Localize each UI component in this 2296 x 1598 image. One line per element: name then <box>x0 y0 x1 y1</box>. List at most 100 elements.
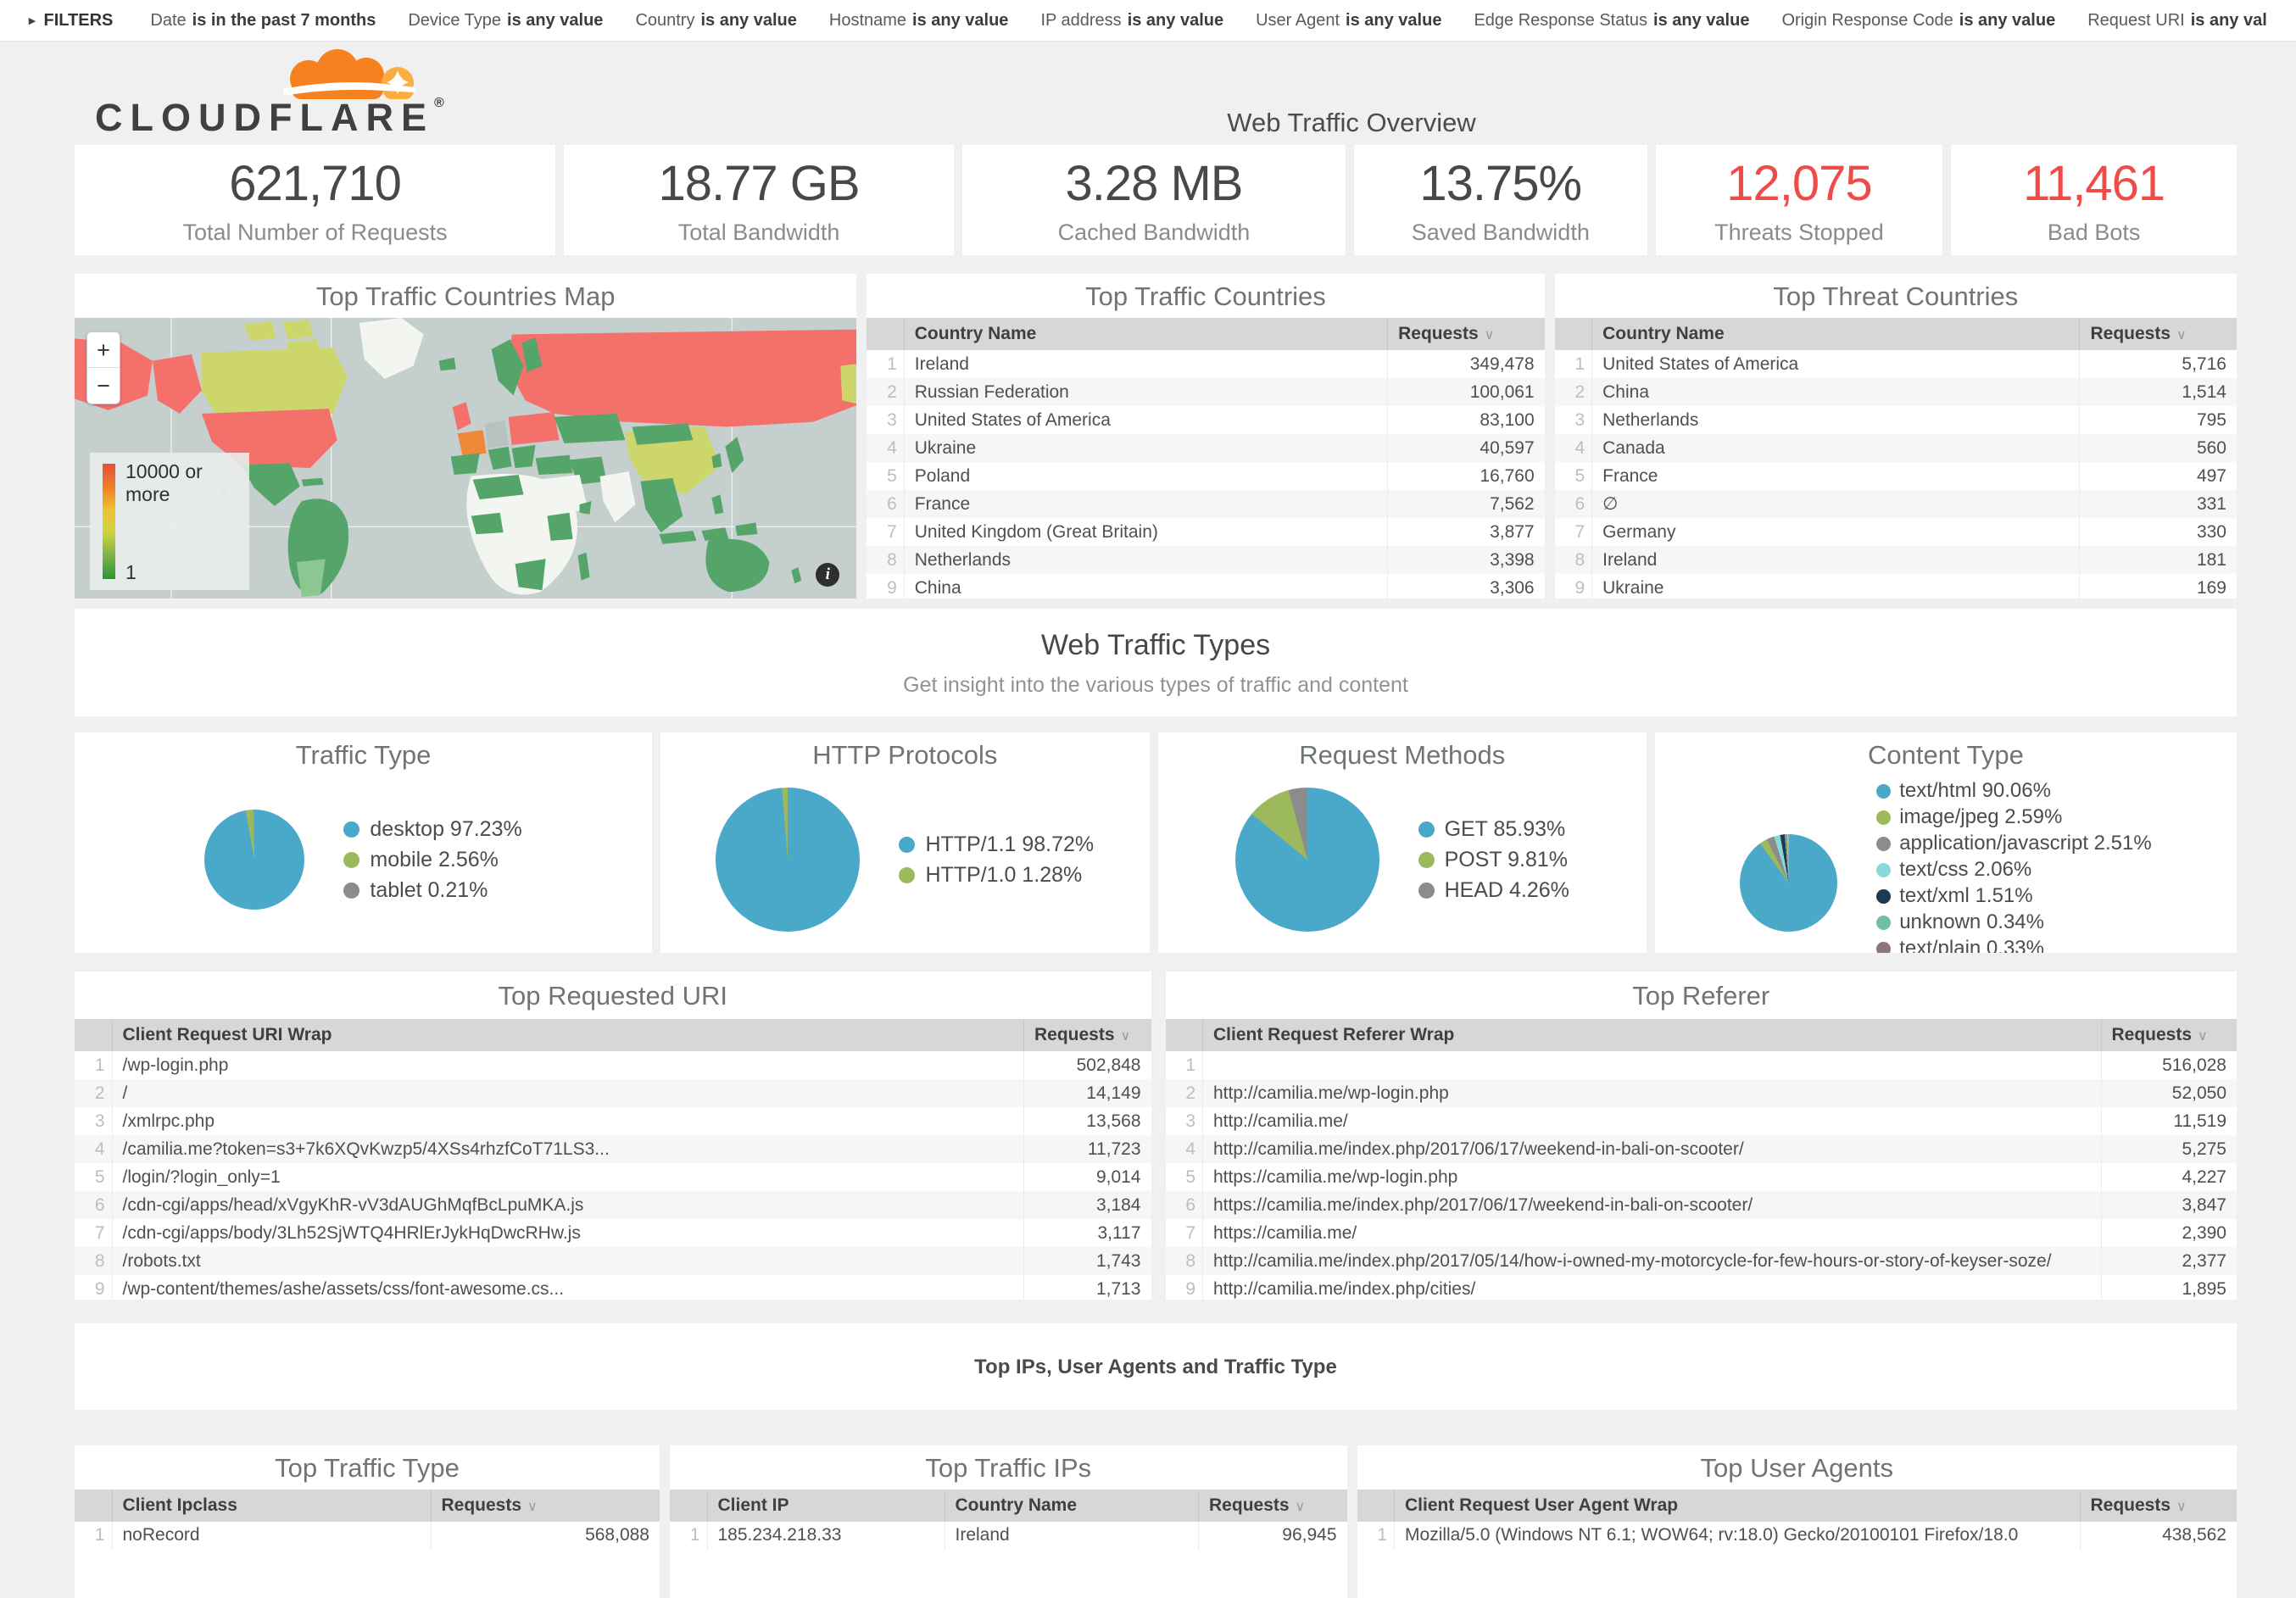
filter-item[interactable]: User Agent is any value <box>1256 10 1442 30</box>
legend-item[interactable]: HTTP/1.0 1.28% <box>899 863 1094 888</box>
request-methods-pie[interactable] <box>1234 788 1379 932</box>
legend-item[interactable]: GET 85.93% <box>1418 817 1569 842</box>
table-row[interactable]: 9 China 3,306 <box>867 574 1545 599</box>
table-row[interactable]: 3 United States of America 83,100 <box>867 406 1545 434</box>
table-row[interactable]: 6/cdn-cgi/apps/head/xVgyKhR-vV3dAUGhMqfB… <box>75 1191 1151 1219</box>
legend-item[interactable]: HTTP/1.1 98.72% <box>899 832 1094 857</box>
table-row[interactable]: 9 Ukraine 169 <box>1555 574 2237 599</box>
column-header[interactable]: Requests ∨ <box>1387 318 1545 350</box>
legend-item[interactable]: text/css 2.06% <box>1876 858 2152 882</box>
column-header[interactable]: Client Request Referer Wrap <box>1202 1019 2101 1051</box>
table-row[interactable]: 5 https://camilia.me/wp-login.php 4,227 <box>1166 1163 2237 1191</box>
table-row[interactable]: 2 /14,149 <box>75 1079 1151 1107</box>
legend-item[interactable]: image/jpeg 2.59% <box>1876 805 2152 829</box>
table-row[interactable]: 4 Canada 560 <box>1554 434 2237 462</box>
table-row[interactable]: 1/wp-login.php 502,848 <box>75 1051 1151 1079</box>
table-row[interactable]: 8 Ireland 181 <box>1554 546 2237 574</box>
row-number: 5 <box>1574 465 1585 486</box>
column-header[interactable]: Client Request URI Wrap <box>111 1019 1024 1051</box>
legend-item[interactable]: text/plain 0.33% <box>1876 937 2152 953</box>
table-row[interactable]: 3 http://camilia.me/11,519 <box>1166 1107 2237 1135</box>
traffic-map-card: Top Traffic Countries Map <box>75 274 857 599</box>
filter-item[interactable]: Date is in the past 7 months <box>150 10 376 30</box>
zoom-out-button[interactable]: − <box>87 368 120 404</box>
table-row[interactable]: 1 185.234.218.33 Ireland 96,945 <box>670 1521 1347 1550</box>
content-type-pie[interactable] <box>1740 834 1838 932</box>
table-row[interactable]: 8 http://camilia.me/index.php/2017/05/14/… <box>1165 1247 2237 1275</box>
legend-item[interactable]: desktop 97.23% <box>343 817 522 842</box>
column-header[interactable]: Requests ∨ <box>2079 1489 2237 1522</box>
page-title: Web Traffic Overview <box>1227 108 1476 137</box>
table-row[interactable]: 4 Ukraine 40,597 <box>867 434 1545 462</box>
column-header[interactable]: Client IP <box>706 1489 945 1522</box>
map-info-icon[interactable]: i <box>816 563 840 587</box>
table-row[interactable]: 7 United Kingdom (Great Britain) 3,877 <box>867 518 1545 546</box>
table-row[interactable]: 5 Poland 16,760 <box>867 462 1545 490</box>
table-row[interactable]: 4/camilia.me?token=s3+7k6XQvKwzp5/4XSs4r… <box>75 1135 1151 1163</box>
table-row[interactable]: 1 Ireland 349,478 <box>867 350 1545 378</box>
filter-item[interactable]: IP address is any value <box>1040 10 1224 30</box>
table-row[interactable]: 1 United States of America 5,716 <box>1555 350 2237 378</box>
filter-item[interactable]: Origin Response Code is any value <box>1781 10 2056 30</box>
column-header[interactable]: Requests ∨ <box>1023 1019 1151 1051</box>
table-row[interactable]: 6 ∅ 331 <box>1554 490 2237 518</box>
table-row[interactable]: 7/cdn-cgi/apps/body/3Lh52SjWTQ4HRlErJykH… <box>75 1219 1151 1247</box>
legend-item[interactable]: text/xml 1.51% <box>1876 884 2152 908</box>
legend-item[interactable]: application/javascript 2.51% <box>1876 832 2152 855</box>
table-row[interactable]: 8 Netherlands 3,398 <box>867 546 1545 574</box>
table-row[interactable]: 5 France 497 <box>1555 462 2237 490</box>
column-header[interactable]: Requests ∨ <box>2100 1019 2237 1051</box>
column-header[interactable]: Requests ∨ <box>1198 1489 1347 1522</box>
row-number: 5 <box>94 1166 105 1187</box>
table-cell: 3,184 <box>1023 1191 1151 1219</box>
filter-item[interactable]: Device Type is any value <box>408 10 604 30</box>
legend-item[interactable]: text/html 90.06% <box>1876 779 2152 803</box>
column-header[interactable]: Country Name <box>944 1489 1199 1522</box>
top-traffic-type-table: Client Ipclass Requests ∨ 1 noRecord 568,088 <box>75 1489 660 1550</box>
column-header[interactable]: Requests ∨ <box>430 1489 660 1522</box>
table-row[interactable]: 2 Russian Federation 100,061 <box>867 378 1545 406</box>
table-row[interactable]: 6 France 7,562 <box>867 490 1545 518</box>
column-header[interactable]: Country Name <box>903 318 1388 350</box>
filter-item[interactable]: Country is any value <box>635 10 797 30</box>
legend-item[interactable]: mobile 2.56% <box>343 848 521 872</box>
table-row[interactable]: 2 http://camilia.me/wp-login.php 52,050 <box>1165 1079 2237 1107</box>
http-protocols-pie[interactable] <box>716 788 861 932</box>
legend-item[interactable]: tablet 0.21% <box>343 878 521 903</box>
table-row[interactable]: 9 http://camilia.me/index.php/cities/1,89… <box>1166 1275 2237 1300</box>
top-referer-card: Top Referer Client Request Referer Wrap R… <box>1165 972 2237 1300</box>
row-number: 7 <box>94 1222 105 1243</box>
column-header[interactable]: Requests ∨ <box>2079 318 2237 350</box>
table-row[interactable]: 2 China 1,514 <box>1554 378 2237 406</box>
table-row[interactable]: 6 https://camilia.me/index.php/2017/06/17… <box>1165 1191 2237 1219</box>
top-requested-uri-table-grid: Client Request URI Wrap Requests ∨ 1/wp-log… <box>75 1019 1151 1300</box>
table-cell: Netherlands <box>903 546 1388 574</box>
column-header[interactable]: Client Request User Agent Wrap <box>1394 1489 2080 1522</box>
table-row[interactable]: 5/login/?login_only=1 9,014 <box>75 1163 1151 1191</box>
table-row[interactable]: 1 noRecord 568,088 <box>75 1521 660 1550</box>
legend-item[interactable]: HEAD 4.26% <box>1418 878 1569 903</box>
column-header[interactable]: Client Ipclass <box>111 1489 431 1522</box>
filter-item[interactable]: Edge Response Status is any value <box>1474 10 1750 30</box>
filters-expander[interactable]: ▸ FILTERS <box>29 11 113 31</box>
table-row[interactable]: 9/wp-content/themes/ashe/assets/css/font… <box>75 1275 1151 1300</box>
table-row[interactable]: 7 Germany 330 <box>1555 518 2237 546</box>
zoom-in-button[interactable]: + <box>87 332 120 368</box>
table-row[interactable]: 7 https://camilia.me/2,390 <box>1166 1219 2237 1247</box>
top-referer-table: Client Request Referer Wrap Requests ∨ 1 516… <box>1165 1019 2237 1300</box>
filter-item[interactable]: Hostname is any value <box>828 10 1009 30</box>
traffic-type-pie[interactable] <box>204 810 305 910</box>
table-row[interactable]: 1 Mozilla/5.0 (Windows NT 6.1; WOW64; rv:… <box>1357 1521 2237 1550</box>
table-row[interactable]: 4 http://camilia.me/index.php/2017/06/17/… <box>1165 1135 2237 1163</box>
table-row[interactable]: 3 Netherlands 795 <box>1555 406 2237 434</box>
table-cell: 11,519 <box>2100 1107 2237 1135</box>
legend-item[interactable]: unknown 0.34% <box>1876 910 2152 934</box>
column-header[interactable]: Country Name <box>1591 318 2080 350</box>
table-row[interactable]: 3/xmlrpc.php 13,568 <box>75 1107 1151 1135</box>
row-number: 1 <box>689 1525 700 1545</box>
table-row[interactable]: 1 516,028 <box>1166 1051 2237 1079</box>
table-row[interactable]: 8/robots.txt 1,743 <box>75 1247 1151 1275</box>
table-cell: United Kingdom (Great Britain) <box>903 518 1388 546</box>
legend-item[interactable]: POST 9.81% <box>1418 848 1569 872</box>
